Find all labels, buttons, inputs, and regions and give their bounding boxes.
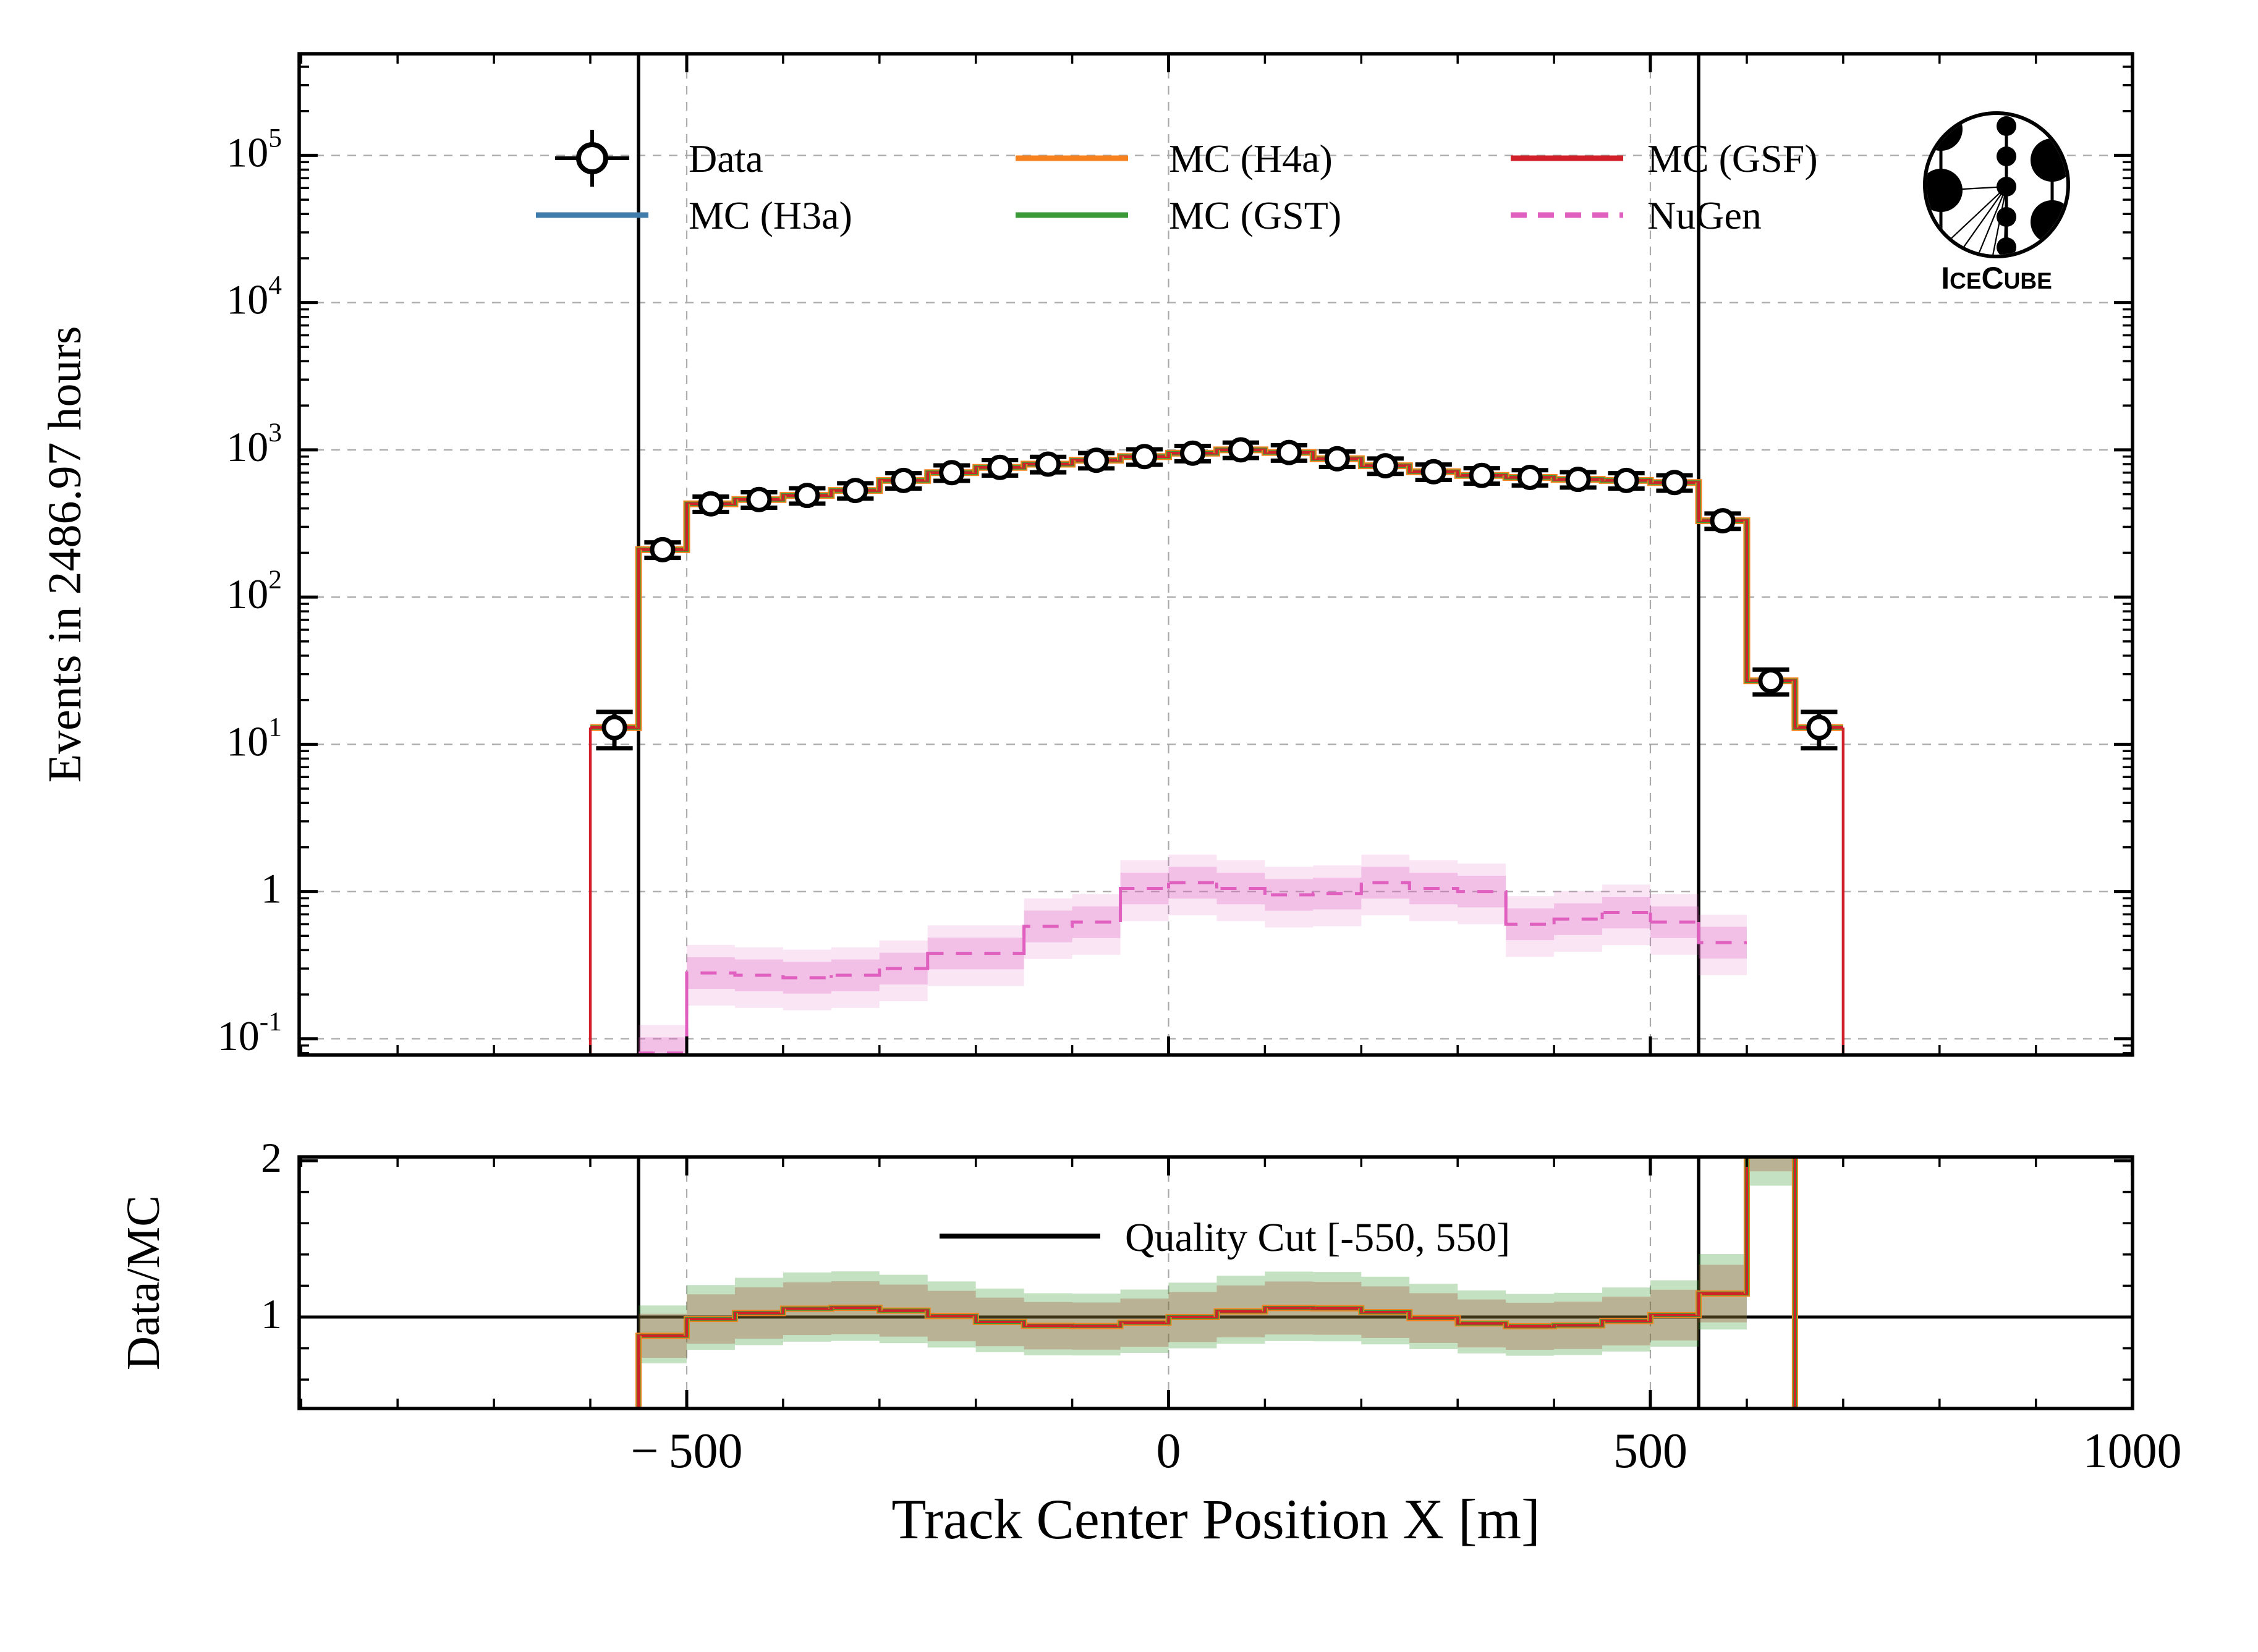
svg-text:0: 0 — [1157, 1424, 1181, 1478]
svg-text:Track Center Position X [m]: Track Center Position X [m] — [891, 1488, 1540, 1551]
svg-text:MC (GST): MC (GST) — [1169, 193, 1341, 237]
svg-text:NuGen: NuGen — [1647, 193, 1762, 237]
svg-text:− 500: − 500 — [630, 1424, 742, 1478]
svg-text:1: 1 — [261, 1290, 282, 1337]
svg-text:Data: Data — [689, 137, 763, 180]
svg-text:Data/MC: Data/MC — [117, 1195, 169, 1370]
svg-text:MC (GSF): MC (GSF) — [1647, 137, 1818, 180]
svg-text:Quality Cut [-550, 550]: Quality Cut [-550, 550] — [1125, 1215, 1510, 1260]
svg-text:MC (H3a): MC (H3a) — [689, 193, 852, 237]
svg-text:500: 500 — [1613, 1424, 1687, 1478]
svg-text:Events in 2486.97 hours: Events in 2486.97 hours — [39, 326, 91, 783]
svg-text:2: 2 — [261, 1134, 282, 1181]
svg-text:1000: 1000 — [2083, 1424, 2182, 1478]
svg-text:1: 1 — [261, 865, 282, 912]
svg-text:MC (H4a): MC (H4a) — [1169, 137, 1333, 180]
